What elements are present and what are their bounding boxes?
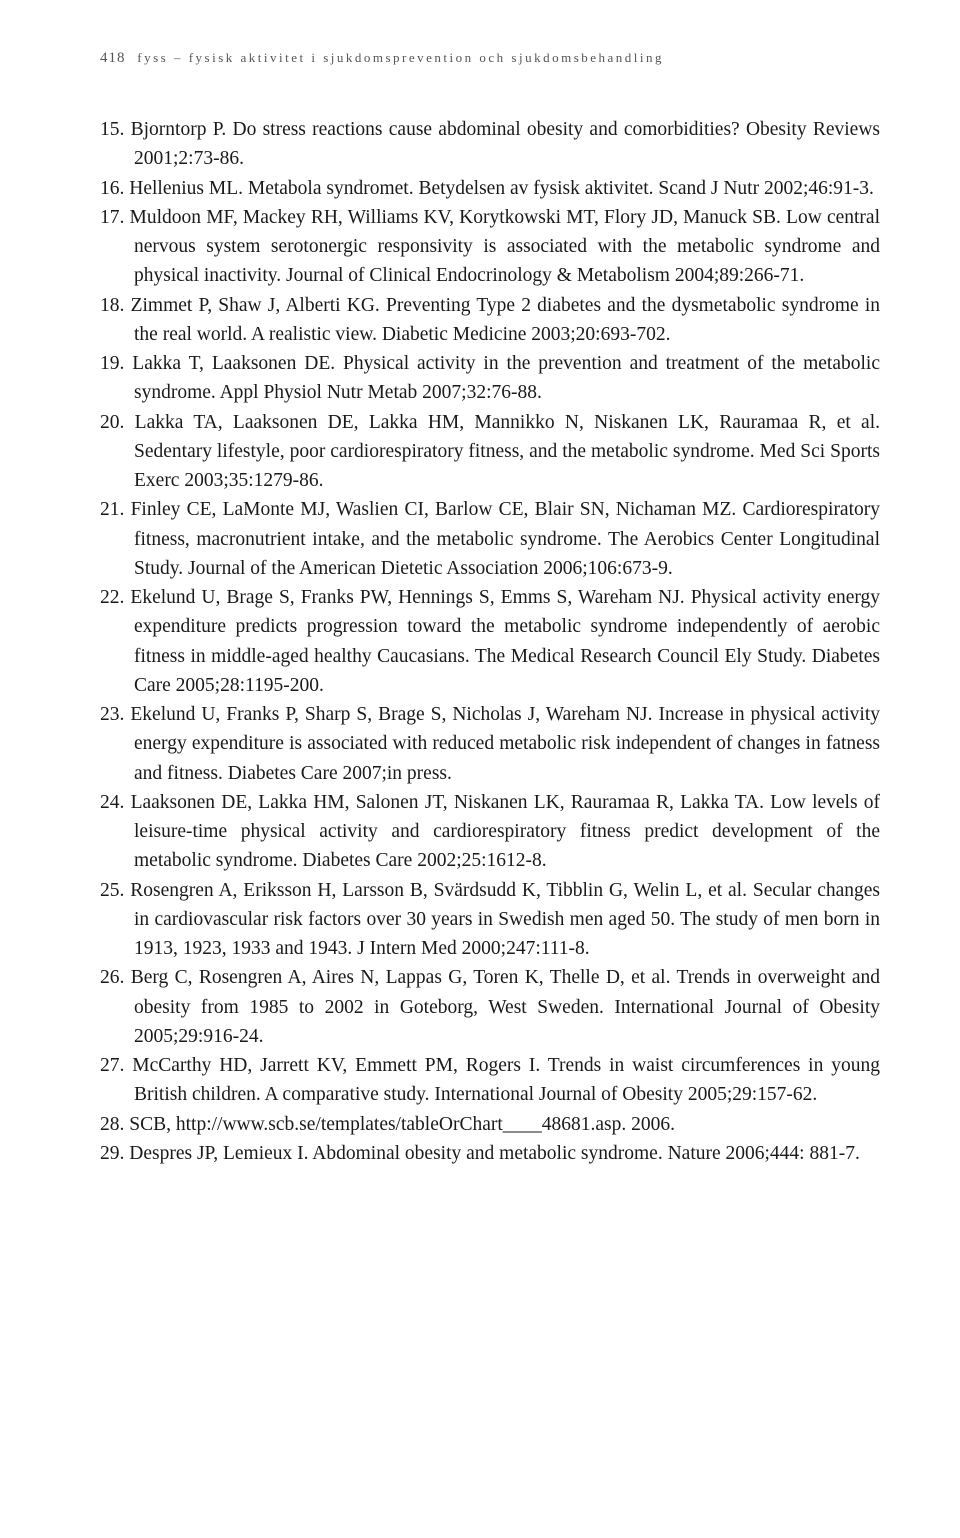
page-number: 418 [100, 50, 126, 66]
reference-text: Ekelund U, Franks P, Sharp S, Brage S, N… [130, 704, 880, 784]
reference-item: 19. Lakka T, Laaksonen DE. Physical acti… [100, 349, 880, 408]
reference-text: Rosengren A, Eriksson H, Larsson B, Svär… [130, 880, 880, 960]
reference-item: 20. Lakka TA, Laaksonen DE, Lakka HM, Ma… [100, 408, 880, 496]
reference-number: 25. [100, 880, 124, 901]
reference-text: Hellenius ML. Metabola syndromet. Betyde… [129, 178, 874, 199]
reference-item: 29. Despres JP, Lemieux I. Abdominal obe… [100, 1139, 880, 1168]
reference-number: 19. [100, 353, 124, 374]
reference-item: 15. Bjorntorp P. Do stress reactions cau… [100, 115, 880, 174]
reference-item: 25. Rosengren A, Eriksson H, Larsson B, … [100, 876, 880, 964]
reference-text: Laaksonen DE, Lakka HM, Salonen JT, Nisk… [131, 792, 880, 872]
reference-number: 24. [100, 792, 124, 813]
reference-text: Berg C, Rosengren A, Aires N, Lappas G, … [131, 967, 880, 1047]
reference-number: 16. [100, 178, 124, 199]
reference-number: 15. [100, 119, 124, 140]
reference-number: 17. [100, 207, 124, 228]
reference-list: 15. Bjorntorp P. Do stress reactions cau… [100, 115, 880, 1168]
reference-number: 23. [100, 704, 124, 725]
reference-item: 26. Berg C, Rosengren A, Aires N, Lappas… [100, 963, 880, 1051]
reference-item: 23. Ekelund U, Franks P, Sharp S, Brage … [100, 700, 880, 788]
reference-item: 17. Muldoon MF, Mackey RH, Williams KV, … [100, 203, 880, 291]
reference-item: 18. Zimmet P, Shaw J, Alberti KG. Preven… [100, 291, 880, 350]
reference-number: 22. [100, 587, 124, 608]
reference-number: 29. [100, 1143, 124, 1164]
reference-text: SCB, http://www.scb.se/templates/tableOr… [129, 1114, 675, 1135]
reference-number: 20. [100, 412, 124, 433]
running-title: fyss – fysisk aktivitet i sjukdomspreven… [137, 50, 664, 65]
reference-text: Lakka TA, Laaksonen DE, Lakka HM, Mannik… [134, 412, 880, 492]
reference-text: Lakka T, Laaksonen DE. Physical activity… [132, 353, 880, 403]
reference-text: Finley CE, LaMonte MJ, Waslien CI, Barlo… [131, 499, 880, 579]
reference-text: Bjorntorp P. Do stress reactions cause a… [131, 119, 880, 169]
reference-item: 28. SCB, http://www.scb.se/templates/tab… [100, 1110, 880, 1139]
reference-item: 24. Laaksonen DE, Lakka HM, Salonen JT, … [100, 788, 880, 876]
reference-text: Ekelund U, Brage S, Franks PW, Hennings … [130, 587, 880, 696]
reference-text: Zimmet P, Shaw J, Alberti KG. Preventing… [131, 295, 880, 345]
reference-item: 16. Hellenius ML. Metabola syndromet. Be… [100, 174, 880, 203]
reference-item: 21. Finley CE, LaMonte MJ, Waslien CI, B… [100, 495, 880, 583]
reference-number: 28. [100, 1114, 124, 1135]
reference-item: 27. McCarthy HD, Jarrett KV, Emmett PM, … [100, 1051, 880, 1110]
page: 418 fyss – fysisk aktivitet i sjukdomspr… [0, 0, 960, 1228]
reference-number: 26. [100, 967, 124, 988]
running-header: 418 fyss – fysisk aktivitet i sjukdomspr… [100, 50, 880, 67]
reference-item: 22. Ekelund U, Brage S, Franks PW, Henni… [100, 583, 880, 700]
reference-text: Despres JP, Lemieux I. Abdominal obesity… [129, 1143, 860, 1164]
reference-number: 18. [100, 295, 124, 316]
reference-text: McCarthy HD, Jarrett KV, Emmett PM, Roge… [132, 1055, 880, 1105]
reference-text: Muldoon MF, Mackey RH, Williams KV, Kory… [130, 207, 880, 287]
reference-number: 21. [100, 499, 124, 520]
reference-number: 27. [100, 1055, 124, 1076]
